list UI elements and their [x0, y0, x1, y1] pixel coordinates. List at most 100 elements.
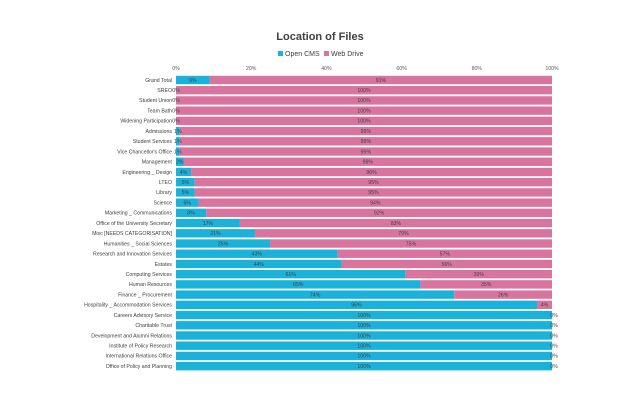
x-tick-label: 40%	[321, 66, 332, 72]
bar-segment-web-drive	[270, 239, 552, 248]
x-axis-ticks: 0% 20% 40% 60% 80% 100%	[172, 66, 559, 72]
category-label: Admissions	[145, 129, 172, 135]
data-label: 4%	[541, 303, 549, 309]
bar-segment-web-drive	[337, 249, 552, 258]
bar-segment-web-drive	[183, 157, 552, 166]
data-label: 100%	[357, 98, 371, 104]
data-label: 57%	[440, 252, 451, 258]
bar-segment-open-cms	[176, 300, 537, 310]
bar-segment-web-drive	[194, 178, 553, 187]
bar-segment-web-drive	[179, 126, 552, 136]
bar-segment-web-drive	[536, 300, 552, 310]
bar-segment-open-cms	[176, 331, 552, 340]
bar-segment-open-cms	[176, 218, 240, 228]
bar-segment-open-cms	[176, 269, 406, 279]
data-label: 35%	[481, 282, 492, 288]
data-label: 100%	[357, 364, 371, 370]
bar-segment-open-cms	[176, 341, 552, 350]
data-label: 0%	[172, 108, 180, 114]
data-label: 1%	[174, 139, 182, 145]
legend-swatch-0	[278, 51, 283, 56]
bar-segment-open-cms	[176, 249, 338, 258]
bar-segment-open-cms	[176, 188, 195, 197]
category-label: Computing Services	[126, 272, 173, 278]
legend: Open CMS Web Drive	[278, 51, 364, 58]
bar-segment-web-drive	[405, 269, 552, 279]
bar-segment-open-cms	[176, 310, 552, 320]
bar-segment-open-cms	[176, 280, 421, 289]
data-label: 100%	[357, 354, 371, 360]
data-label: 83%	[391, 221, 402, 227]
category-label: Office of Policy and Planning	[106, 364, 172, 370]
bar-segment-web-drive	[454, 290, 552, 299]
data-label: 0%	[172, 119, 180, 125]
bar-segment-open-cms	[176, 229, 255, 238]
data-label: 99%	[361, 129, 372, 135]
data-label: 0%	[172, 88, 180, 94]
category-label: Widening Participation	[120, 119, 172, 125]
bar-segment-open-cms	[176, 178, 195, 187]
bar-segment-web-drive	[239, 218, 553, 228]
bar-segment-web-drive	[179, 137, 552, 146]
data-label: 1%	[174, 129, 182, 135]
category-label: Science	[154, 200, 173, 206]
data-label: 79%	[398, 231, 409, 237]
data-label: 43%	[252, 252, 263, 258]
category-label: SREO	[157, 88, 172, 94]
x-tick-label: 60%	[396, 66, 407, 72]
category-label: Hospitality _ Accommodation Services	[84, 303, 172, 309]
bar-segment-web-drive	[206, 208, 552, 218]
category-label: Management	[142, 160, 173, 166]
data-label: 21%	[210, 231, 221, 237]
data-label: 26%	[498, 292, 509, 298]
category-label: International Relations Office	[105, 354, 172, 360]
category-label: Office of the University Secretary	[96, 221, 172, 227]
bar-segment-web-drive	[176, 96, 552, 105]
category-label: Engineering _ Design	[122, 170, 172, 176]
data-label: 74%	[310, 292, 321, 298]
data-label: 9%	[189, 78, 197, 84]
data-label: 0%	[550, 333, 558, 339]
data-label: 98%	[363, 160, 374, 166]
category-label: Vice Chancellor's Office	[117, 149, 172, 155]
data-label: 94%	[370, 200, 381, 206]
category-label: Team Bath	[147, 108, 172, 114]
data-label: 100%	[357, 119, 371, 125]
chart-title: Location of Files	[276, 31, 363, 43]
bar-segment-web-drive	[191, 167, 553, 177]
bar-segment-web-drive	[420, 280, 552, 289]
data-label: 100%	[357, 333, 371, 339]
bar-segment-open-cms	[176, 239, 270, 248]
category-label: Grand Total	[145, 78, 172, 84]
bar-segment-open-cms	[176, 157, 184, 166]
bar-segment-web-drive	[176, 116, 552, 126]
legend-label-1: Web Drive	[331, 51, 364, 58]
category-label: Estates	[155, 262, 173, 268]
data-label: 0%	[550, 344, 558, 350]
data-label: 95%	[368, 190, 379, 196]
data-label: 5%	[182, 190, 190, 196]
data-label: 0%	[550, 323, 558, 329]
data-label: 100%	[357, 344, 371, 350]
data-label: 99%	[361, 139, 372, 145]
category-label: Marketing _ Communications	[105, 211, 173, 217]
bar-segment-open-cms	[176, 361, 552, 371]
data-label: 0%	[172, 98, 180, 104]
category-label: LTEO	[159, 180, 172, 186]
category-label: Development and Alumni Relations	[91, 333, 172, 339]
bar-segment-open-cms	[176, 147, 180, 156]
bar-segment-web-drive	[341, 259, 552, 269]
data-label: 100%	[357, 313, 371, 319]
data-label: 100%	[357, 88, 371, 94]
data-label: 95%	[368, 180, 379, 186]
bar-segment-open-cms	[176, 167, 192, 177]
bar-segment-open-cms	[176, 208, 207, 218]
x-tick-label: 100%	[545, 66, 559, 72]
legend-label-0: Open CMS	[285, 51, 320, 58]
data-label: 1%	[174, 149, 182, 155]
bar-segment-web-drive	[176, 86, 552, 95]
bar-segment-web-drive	[198, 198, 552, 207]
category-label: Student Services	[133, 139, 173, 145]
data-label: 96%	[351, 303, 362, 309]
